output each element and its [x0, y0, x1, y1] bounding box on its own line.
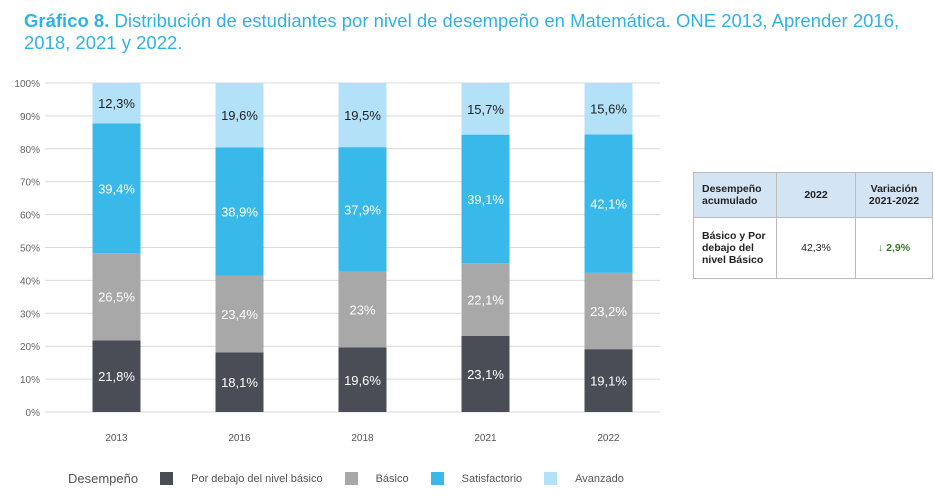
- data-label: 12,3%: [98, 96, 135, 111]
- data-label: 19,6%: [221, 108, 258, 123]
- data-label: 23,1%: [467, 367, 504, 382]
- x-tick-label: 2018: [351, 433, 374, 444]
- legend: Desempeño Por debajo del nivel básico Bá…: [68, 471, 624, 486]
- header-desempeno: Desempeño acumulado: [693, 172, 777, 218]
- bar-segment: [338, 271, 387, 348]
- data-label: 15,7%: [467, 102, 504, 117]
- bar-segment: [92, 253, 141, 341]
- bar-segment: [92, 123, 141, 254]
- bar-segment: [584, 272, 633, 350]
- bar-segment: [461, 134, 510, 264]
- bar-segment: [215, 147, 264, 276]
- bar-segment: [338, 83, 387, 148]
- data-label: 42,1%: [590, 197, 627, 212]
- data-label: 19,6%: [344, 373, 381, 388]
- data-label: 38,9%: [221, 204, 258, 219]
- data-label: 22,1%: [467, 293, 504, 308]
- data-label: 18,1%: [221, 375, 258, 390]
- bar-segment: [461, 263, 510, 337]
- data-label: 23,2%: [590, 304, 627, 319]
- bar-segment: [461, 336, 510, 412]
- legend-swatch-basic: [344, 472, 358, 485]
- bar-segment: [461, 83, 510, 135]
- bar-segment: [338, 147, 387, 272]
- legend-label-advanced: Avanzado: [575, 472, 624, 485]
- y-tick-label: 90%: [20, 112, 40, 123]
- header-variacion: Variación 2021-2022: [855, 172, 933, 218]
- bar-segment: [215, 352, 264, 412]
- data-label: 21,8%: [98, 369, 135, 384]
- bar-segment: [215, 83, 264, 148]
- bar-segment: [338, 347, 387, 412]
- bar-segment: [584, 83, 633, 135]
- legend-label-basic: Básico: [375, 472, 409, 485]
- y-tick-label: 50%: [20, 244, 40, 255]
- legend-swatch-below-basic: [160, 472, 174, 485]
- y-tick-label: 40%: [20, 276, 40, 287]
- bar-segment: [92, 340, 141, 412]
- x-tick-label: 2016: [228, 433, 251, 444]
- y-tick-label: 80%: [20, 145, 40, 156]
- data-label: 39,4%: [98, 181, 135, 196]
- legend-label-satisfactory: Satisfactorio: [461, 472, 523, 485]
- variation-value: 2,9%: [886, 242, 911, 254]
- data-label: 37,9%: [344, 203, 381, 218]
- header-2022: 2022: [776, 172, 856, 218]
- legend-swatch-satisfactory: [430, 472, 444, 485]
- y-tick-label: 10%: [20, 375, 40, 386]
- y-tick-label: 0%: [26, 408, 41, 419]
- bar-segment: [215, 275, 264, 353]
- y-tick-label: 100%: [14, 79, 40, 90]
- data-label: 23,4%: [221, 307, 258, 322]
- data-label: 15,6%: [590, 102, 627, 117]
- chart-title: Gráfico 8. Distribución de estudiantes p…: [24, 10, 900, 53]
- value-2022: 42,3%: [776, 217, 856, 279]
- summary-table: Desempeño acumulado 2022 Variación 2021-…: [693, 172, 933, 279]
- data-label: 19,5%: [344, 108, 381, 123]
- bar-segment: [584, 134, 633, 273]
- data-label: 23%: [349, 303, 375, 318]
- arrow-down-icon: ↓: [877, 242, 887, 254]
- legend-swatch-advanced: [544, 472, 558, 485]
- data-label: 19,1%: [590, 374, 627, 389]
- x-tick-label: 2022: [597, 433, 620, 444]
- y-tick-label: 70%: [20, 178, 40, 189]
- bar-segment: [584, 349, 633, 412]
- row-label: Básico y Por debajo del nivel Básico: [693, 217, 777, 279]
- data-label: 26,5%: [98, 290, 135, 305]
- data-label: 39,1%: [467, 192, 504, 207]
- legend-title: Desempeño: [68, 471, 139, 486]
- x-tick-label: 2013: [105, 433, 128, 444]
- y-tick-label: 20%: [20, 342, 40, 353]
- x-tick-label: 2021: [474, 433, 497, 444]
- legend-label-below-basic: Por debajo del nivel básico: [191, 472, 323, 485]
- y-tick-label: 60%: [20, 211, 40, 222]
- bar-segment: [92, 83, 141, 124]
- y-tick-label: 30%: [20, 309, 40, 320]
